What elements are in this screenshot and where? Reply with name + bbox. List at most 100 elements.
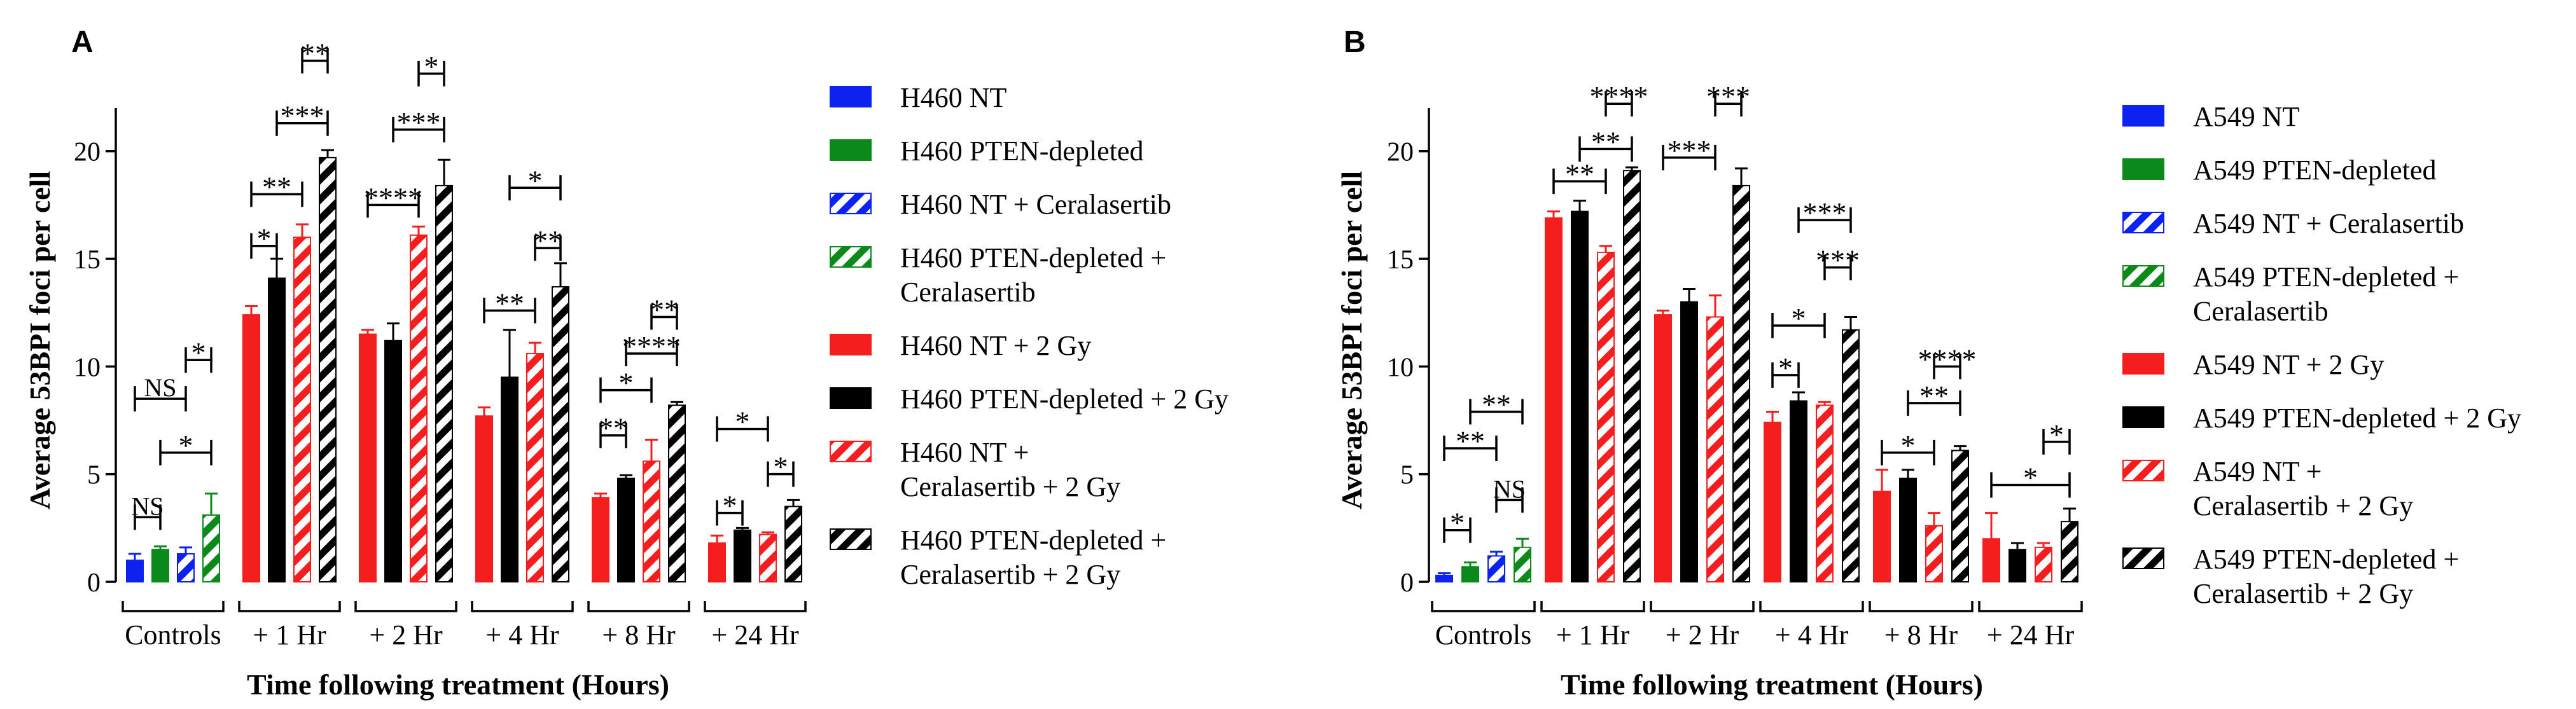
panel-a-y-axis-label: Average 53BPI foci per cell	[24, 171, 56, 509]
significance-bracket	[508, 175, 562, 201]
significance-bracket	[1881, 439, 1935, 465]
group-bracket	[1431, 601, 1536, 612]
significance-bracket	[275, 110, 329, 136]
legend-swatch	[2122, 353, 2164, 375]
significance-label: *	[723, 490, 737, 522]
group-label: + 24 Hr	[711, 619, 799, 650]
significance-bracket	[1605, 91, 1633, 117]
bar	[1435, 574, 1453, 582]
significance-bracket	[1443, 436, 1498, 462]
legend-item: H460 PTEN-depleted + 2 Gy	[830, 383, 1229, 415]
group-bracket	[704, 601, 807, 612]
bar	[1842, 329, 1860, 583]
significance-label: ***	[1667, 134, 1711, 167]
bar	[384, 340, 402, 583]
group-bracket	[1869, 601, 1974, 612]
bar	[1982, 538, 2000, 582]
significance-bracket	[716, 416, 769, 442]
legend-label: Ceralasertib	[2193, 296, 2329, 327]
bar	[1654, 314, 1672, 582]
significance-label: **	[262, 170, 291, 203]
bar	[177, 553, 195, 583]
legend-label: H460 PTEN-depleted	[900, 135, 1143, 167]
group-bracket	[1540, 601, 1645, 612]
significance-label: *	[1901, 429, 1916, 462]
significance-bracket	[1907, 390, 1961, 416]
group-label: + 2 Hr	[369, 619, 443, 650]
legend-label: H460 NT +	[900, 437, 1029, 468]
significance-bracket	[1495, 487, 1524, 513]
significance-label: **	[1565, 158, 1594, 190]
significance-bracket	[1714, 91, 1743, 117]
bar	[501, 376, 519, 583]
group-bracket	[354, 601, 457, 612]
legend-swatch	[830, 246, 872, 268]
group-label: Controls	[125, 619, 221, 650]
bar	[475, 415, 493, 582]
significance-label: *	[2023, 462, 2038, 494]
y-tick-label: 0	[1400, 568, 1414, 598]
significance-bracket	[625, 341, 678, 367]
group-bracket	[1650, 601, 1755, 612]
significance-label: ****	[1918, 343, 1977, 375]
legend-item: A549 NT	[2122, 101, 2300, 132]
bar	[293, 237, 311, 582]
panel-a-x-axis-label: Time following treatment (Hours)	[247, 668, 669, 701]
bar	[1790, 400, 1807, 583]
significance-bracket	[1578, 136, 1633, 162]
significance-bracket	[301, 48, 329, 74]
significance-bracket	[599, 377, 653, 403]
significance-bracket	[1771, 313, 1826, 339]
legend-item: H460 PTEN-depleted +Ceralasertib + 2 Gy	[830, 525, 1166, 590]
legend-label: A549 PTEN-depleted +	[2193, 261, 2459, 293]
significance-bracket	[767, 461, 795, 487]
significance-label: *	[1792, 302, 1806, 334]
legend-label: H460 PTEN-depleted +	[900, 242, 1166, 273]
bar	[202, 514, 220, 582]
legend-swatch	[830, 334, 872, 355]
legend-label: A549 PTEN-depleted +	[2193, 544, 2459, 575]
bar	[784, 506, 802, 583]
legend-label: Ceralasertib + 2 Gy	[2193, 490, 2413, 521]
group-label: + 8 Hr	[602, 619, 676, 650]
legend-label: A549 NT	[2193, 101, 2300, 132]
legend-item: H460 PTEN-depleted	[830, 135, 1143, 167]
y-tick-label: 10	[1387, 353, 1414, 382]
significance-bracket	[483, 298, 536, 324]
legend-swatch	[2122, 105, 2164, 127]
significance-bracket	[1771, 362, 1800, 388]
legend-label: A549 PTEN-depleted	[2193, 155, 2436, 186]
legend-item: H460 NT	[830, 82, 1007, 113]
group-bracket	[587, 601, 690, 612]
bar	[1487, 555, 1505, 583]
significance-label: ***	[281, 100, 324, 132]
group-bracket	[122, 601, 225, 612]
panel-b-legend: A549 NT A549 PTEN-depleted A549 NT + Ceral…	[2122, 101, 2521, 609]
group-bracket	[1978, 601, 2083, 612]
bar	[2061, 521, 2078, 583]
y-tick-label: 10	[74, 353, 101, 382]
y-tick-label: 20	[74, 138, 101, 167]
bar	[1873, 490, 1891, 582]
bar	[2035, 546, 2052, 582]
panel-b-y-axis-label: Average 53BPI foci per cell	[1335, 171, 1368, 509]
legend-item: A549 PTEN-depleted +Ceralasertib + 2 Gy	[2122, 544, 2459, 609]
significance-label: *	[2049, 418, 2064, 451]
legend-item: A549 PTEN-depleted +Ceralasertib	[2122, 261, 2459, 327]
significance-bracket	[392, 116, 445, 142]
bar	[668, 404, 686, 582]
legend-swatch	[830, 86, 872, 107]
panel-a-legend: H460 NT H460 PTEN-depleted H460 NT + Ceral…	[830, 82, 1229, 590]
panel-b-plot: 0 5 10 15 20 Controls + 1 Hr + 2 Hr + 4 Hr + 8 Hr…	[1387, 80, 2083, 650]
legend-item: H460 PTEN-depleted + Ceralasertib	[830, 242, 1166, 308]
significance-bracket	[599, 422, 627, 448]
legend-item: A549 NT +Ceralasertib + 2 Gy	[2122, 456, 2413, 521]
bar	[1706, 316, 1724, 582]
bar	[1680, 301, 1698, 582]
legend-swatch	[830, 193, 872, 214]
legend-item: H460 NT + 2 Gy	[830, 330, 1091, 361]
bar	[708, 542, 726, 583]
group-label: + 4 Hr	[485, 619, 559, 650]
y-tick-label: 15	[74, 245, 101, 275]
significance-label: **	[533, 224, 562, 257]
